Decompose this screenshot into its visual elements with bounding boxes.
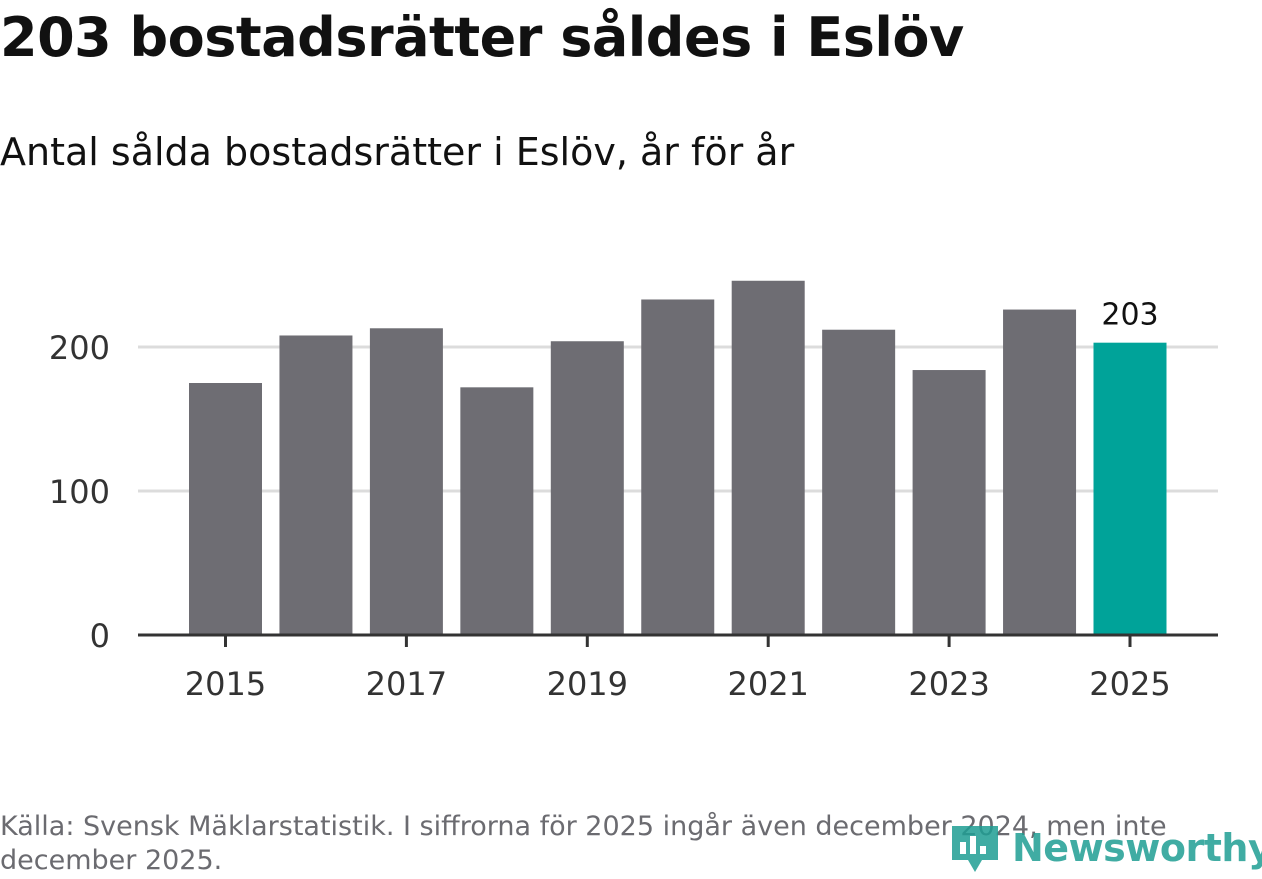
bar-2017 (369, 328, 443, 635)
x-tick-label: 2015 (185, 665, 266, 703)
chart-title: 203 bostadsrätter såldes i Eslöv (0, 6, 964, 69)
x-tick-label: 2019 (547, 665, 628, 703)
bar-2018 (460, 387, 534, 635)
x-tick-label: 2021 (727, 665, 808, 703)
y-tick-label: 100 (49, 473, 110, 511)
y-tick-label: 0 (90, 617, 110, 655)
x-tick-label: 2017 (366, 665, 447, 703)
bar-2025 (1093, 342, 1167, 635)
bar-2016 (279, 335, 353, 635)
bar-2019 (550, 341, 624, 635)
logo-text: Newsworthy (1012, 826, 1262, 870)
bar-2024 (1003, 309, 1077, 635)
data-label: 203 (1101, 298, 1158, 333)
x-tick-label: 2023 (908, 665, 989, 703)
bar-2021 (731, 280, 805, 635)
y-tick-label: 200 (49, 329, 110, 367)
bar-2015 (189, 383, 262, 635)
bar-2023 (912, 370, 986, 635)
x-tick-label: 2025 (1089, 665, 1170, 703)
bar-2020 (641, 299, 715, 635)
chart-subtitle: Antal sålda bostadsrätter i Eslöv, år fö… (0, 130, 795, 174)
bar-2022 (822, 329, 896, 635)
newsworthy-logo: Newsworthy (948, 818, 1262, 878)
newsworthy-logo-icon (952, 826, 998, 872)
